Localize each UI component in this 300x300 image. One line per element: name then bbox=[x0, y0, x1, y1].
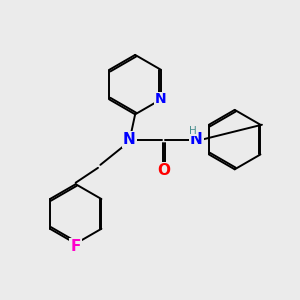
Text: F: F bbox=[70, 239, 81, 254]
Text: N: N bbox=[123, 132, 136, 147]
Text: N: N bbox=[155, 92, 167, 106]
Text: N: N bbox=[190, 132, 202, 147]
Text: H: H bbox=[189, 126, 196, 136]
Text: O: O bbox=[157, 163, 170, 178]
